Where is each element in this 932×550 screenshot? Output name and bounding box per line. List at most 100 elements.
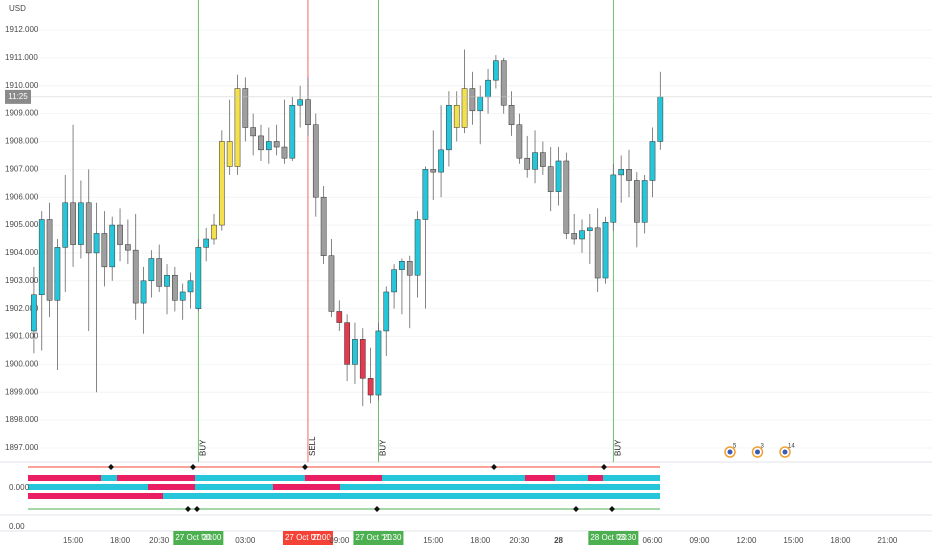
candle-body: [305, 99, 311, 125]
indicator-segment: [195, 475, 305, 481]
indicator-segment: [525, 475, 555, 481]
candle-body: [555, 160, 562, 192]
candle-body: [594, 227, 601, 279]
candle-body: [633, 180, 640, 223]
candle-body: [195, 247, 202, 309]
indicator: [28, 464, 660, 512]
x-tick-label: 06:00: [642, 536, 663, 545]
candle-body: [218, 141, 225, 226]
candle-body: [109, 224, 116, 268]
candle-body: [626, 169, 632, 181]
date-badge-date: 28 Oct '20: [590, 533, 627, 542]
candle-body: [383, 291, 390, 332]
candle-body: [547, 166, 554, 192]
candle-body: [281, 146, 288, 159]
candle-body: [117, 224, 123, 245]
indicator-segment: [148, 484, 195, 490]
x-tick-label: 21:00: [877, 536, 898, 545]
candle-body: [320, 196, 327, 256]
candle-body: [132, 249, 139, 304]
indicator-segment: [28, 493, 163, 499]
candle-body: [359, 339, 366, 379]
event-flag: [755, 449, 760, 455]
candle-body: [38, 219, 45, 295]
candle-body: [524, 157, 531, 170]
indicator-segment: [163, 493, 660, 499]
indicator-segment: [28, 475, 101, 481]
y-tick-label: 1906.000: [5, 192, 39, 201]
candle-body: [516, 124, 523, 159]
candle-body: [649, 141, 656, 181]
indicator-segment: [101, 475, 117, 481]
candle-body: [31, 294, 37, 332]
candle-body: [352, 339, 358, 365]
event-flag: [727, 449, 733, 455]
x-tick-label: 18:00: [470, 536, 491, 545]
indicator-segment: [340, 484, 660, 490]
candle-body: [375, 330, 382, 396]
y-tick-label: 1903.000: [5, 276, 39, 285]
candle-body: [461, 88, 468, 128]
candle-body: [540, 152, 546, 167]
candle-body: [289, 104, 296, 159]
currency-label: USD: [9, 4, 26, 13]
x-tick-label: 09:00: [329, 536, 350, 545]
x-tick-label: 09:00: [689, 536, 710, 545]
candle-body: [367, 378, 374, 396]
x-tick-label: 15:00: [783, 536, 804, 545]
y-tick-label: 1902.000: [5, 304, 39, 313]
indicator-segment: [117, 475, 195, 481]
candle-body: [438, 149, 444, 173]
date-badge-time: 03:30: [616, 533, 637, 542]
candle-body: [234, 88, 241, 167]
price-badge: [5, 89, 31, 104]
candle-body: [586, 227, 593, 231]
date-badge-time: 11:30: [382, 533, 402, 542]
date-badge-date: 27 Oct '20: [285, 533, 322, 542]
y-tick-label: 1901.000: [5, 332, 39, 341]
indicator-segment: [305, 475, 382, 481]
date-badge-date: 27 Oct '20: [355, 533, 392, 542]
candle-body: [422, 169, 429, 220]
y-tick-label: 1912.000: [5, 25, 39, 34]
indicator-segment: [588, 475, 603, 481]
event-count: 14: [788, 444, 795, 450]
signal-label: BUY: [198, 439, 207, 456]
y-tick-label: 1908.000: [5, 137, 39, 146]
candle-body: [571, 233, 578, 240]
candle-body: [618, 169, 625, 176]
candle-body: [273, 141, 280, 148]
y-tick-label: 1900.000: [5, 360, 39, 369]
date-badge: [282, 531, 333, 545]
candle-body: [70, 202, 76, 245]
candle-body: [148, 258, 155, 282]
indicator-segment: [382, 475, 525, 481]
signal-label: BUY: [379, 439, 388, 456]
x-tick-label: 12:00: [736, 536, 757, 545]
candle-body: [265, 141, 272, 151]
candle-body: [211, 224, 217, 240]
candle-body: [336, 311, 343, 323]
candle-body: [657, 96, 664, 142]
candle-body: [399, 261, 405, 270]
indicator-segment: [603, 475, 660, 481]
event-count: 5: [733, 444, 737, 450]
candle-body: [93, 233, 100, 254]
x-tick-label: 03:00: [235, 536, 256, 545]
candle-body: [140, 280, 147, 304]
candle-body: [125, 244, 131, 251]
date-badge: [588, 531, 639, 545]
candle-body: [203, 238, 210, 248]
candle-body: [493, 60, 499, 81]
candle-body: [85, 202, 92, 254]
candle-body: [391, 269, 397, 293]
candle-body: [477, 96, 484, 112]
candle-body: [406, 261, 413, 276]
candle-body: [469, 88, 476, 112]
candle-body: [297, 99, 303, 106]
indicator-segment: [273, 484, 340, 490]
candle-body: [46, 219, 53, 301]
x-tick-label: 18:00: [830, 536, 851, 545]
candle-body: [226, 141, 233, 167]
